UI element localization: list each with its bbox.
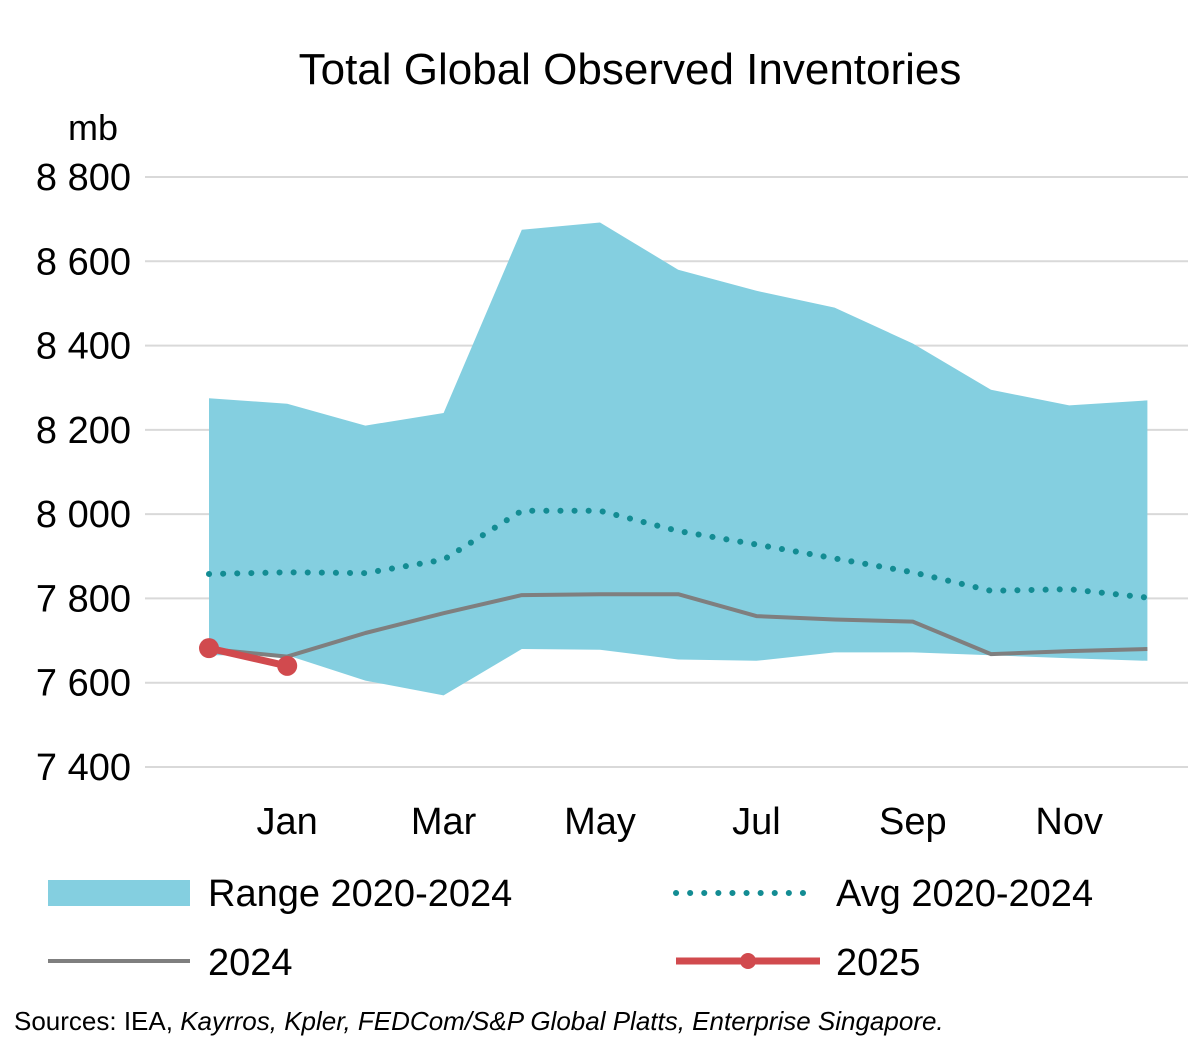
source-note: Sources: IEA, Kayrros, Kpler, FEDCom/S&P… bbox=[14, 1006, 944, 1037]
x-tick-label: May bbox=[564, 801, 636, 843]
x-tick-label: Jan bbox=[257, 801, 318, 843]
x-tick-label: Sep bbox=[879, 801, 947, 843]
legend-label-2024: 2024 bbox=[208, 942, 293, 984]
legend-label-avg: Avg 2020-2024 bbox=[836, 873, 1093, 915]
x-tick-labels: Jan Mar May Jul Sep Nov bbox=[257, 801, 1103, 843]
legend-label-range: Range 2020-2024 bbox=[208, 873, 512, 915]
y-tick-label: 7 400 bbox=[36, 747, 131, 789]
legend-swatch-range bbox=[48, 880, 190, 906]
range-band-layer bbox=[209, 222, 1148, 696]
series-lines-layer bbox=[199, 507, 1151, 676]
y-tick-label: 8 800 bbox=[36, 157, 131, 199]
line-2025 bbox=[205, 644, 291, 670]
legend-label-2025: 2025 bbox=[836, 942, 921, 984]
x-tick-label: Jul bbox=[732, 801, 781, 843]
y-tick-label: 8 400 bbox=[36, 326, 131, 368]
y-tick-label: 8 000 bbox=[36, 494, 131, 536]
line-2024 bbox=[208, 592, 1148, 659]
source-providers: Kayrros, Kpler, FEDCom/S&P Global Platts… bbox=[180, 1006, 944, 1036]
source-prefix: Sources: IEA, bbox=[14, 1006, 181, 1036]
chart: Total Global Observed Inventories mb 8 8… bbox=[36, 45, 1188, 984]
legend-marker-2025 bbox=[740, 953, 756, 969]
x-tick-label: Nov bbox=[1035, 801, 1103, 843]
y-tick-label: 7 800 bbox=[36, 578, 131, 620]
y-tick-labels: 8 800 8 600 8 400 8 200 8 000 7 800 7 600 7 400 bbox=[36, 157, 131, 789]
range-band-area bbox=[209, 222, 1148, 696]
chart-title: Total Global Observed Inventories bbox=[299, 45, 962, 94]
y-axis-unit: mb bbox=[68, 107, 118, 148]
y-tick-label: 8 600 bbox=[36, 241, 131, 283]
avg-line bbox=[206, 507, 1151, 601]
x-tick-label: Mar bbox=[411, 801, 477, 843]
y-tick-label: 7 600 bbox=[36, 663, 131, 705]
y-tick-label: 8 200 bbox=[36, 410, 131, 452]
marker-2025 bbox=[199, 638, 219, 659]
legend: Range 2020-2024 Avg 2020-2024 2024 2025 bbox=[48, 873, 1093, 984]
marker-2025 bbox=[277, 655, 298, 676]
